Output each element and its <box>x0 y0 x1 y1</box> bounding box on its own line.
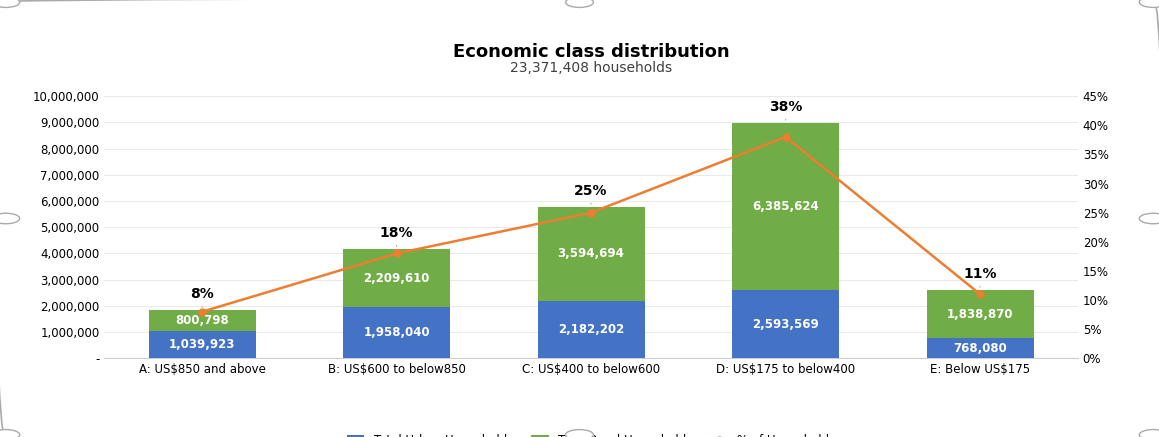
Bar <box>148 331 255 358</box>
Text: 1,039,923: 1,039,923 <box>169 338 235 351</box>
Legend: Total Urban Households, Total Rural Households, % of Households: Total Urban Households, Total Rural Hous… <box>342 430 840 437</box>
Bar <box>732 123 839 290</box>
Bar <box>148 310 255 331</box>
Text: 1,838,870: 1,838,870 <box>947 308 1013 321</box>
Text: 800,798: 800,798 <box>175 314 229 327</box>
Text: 1,958,040: 1,958,040 <box>363 326 430 339</box>
Text: 3,594,694: 3,594,694 <box>557 247 625 260</box>
Text: 11%: 11% <box>963 267 997 287</box>
Text: 18%: 18% <box>380 226 414 246</box>
Text: 2,209,610: 2,209,610 <box>364 271 430 284</box>
Bar <box>927 338 1034 358</box>
Bar <box>538 301 644 358</box>
Bar <box>927 290 1034 338</box>
Bar <box>538 207 644 301</box>
Bar <box>732 290 839 358</box>
Text: 23,371,408 households: 23,371,408 households <box>510 61 672 75</box>
Text: 768,080: 768,080 <box>953 342 1007 355</box>
Text: 2,182,202: 2,182,202 <box>557 323 625 336</box>
Bar <box>343 249 450 307</box>
Text: 2,593,569: 2,593,569 <box>752 318 819 331</box>
Text: 25%: 25% <box>575 184 607 204</box>
Bar <box>343 307 450 358</box>
Title: Economic class distribution: Economic class distribution <box>453 43 729 61</box>
Text: 8%: 8% <box>190 287 214 307</box>
Text: 6,385,624: 6,385,624 <box>752 200 819 213</box>
Text: 38%: 38% <box>768 100 802 120</box>
